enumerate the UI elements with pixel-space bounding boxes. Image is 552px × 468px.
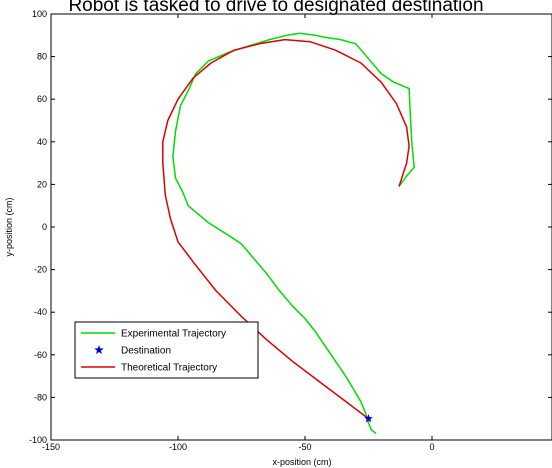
y-axis-label: y-position (cm) bbox=[4, 197, 14, 256]
destination-marker bbox=[364, 413, 373, 423]
y-tick-label: 40 bbox=[37, 137, 47, 147]
x-axis-label: x-position (cm) bbox=[272, 457, 331, 467]
y-tick-label: 0 bbox=[42, 222, 47, 232]
legend-theoretical-trajectory-label: Theoretical Trajectory bbox=[121, 363, 217, 374]
legend-destination-label: Destination bbox=[121, 346, 171, 357]
legend-experimental-trajectory-label: Experimental Trajectory bbox=[121, 329, 226, 340]
x-tick-label: 0 bbox=[429, 442, 434, 452]
y-tick-label: -60 bbox=[34, 350, 47, 360]
legend-box bbox=[74, 321, 259, 379]
x-tick-label: -100 bbox=[169, 442, 187, 452]
experimental-trajectory-line bbox=[172, 32, 415, 435]
y-tick-label: 60 bbox=[37, 94, 47, 104]
y-tick-label: -100 bbox=[29, 435, 47, 445]
legend-destination-symbol bbox=[94, 345, 104, 354]
legend: Experimental Trajectory Destination Theore… bbox=[74, 321, 259, 379]
x-tick-label: -150 bbox=[42, 442, 60, 452]
y-tick-label: 80 bbox=[37, 52, 47, 62]
y-tick-label: 20 bbox=[37, 179, 47, 189]
y-tick-label: -80 bbox=[34, 392, 47, 402]
chart-title: Robot is tasked to drive to designated d… bbox=[68, 0, 484, 16]
x-tick-label: -50 bbox=[298, 442, 311, 452]
y-tick-label: 100 bbox=[32, 9, 47, 19]
y-tick-label: -20 bbox=[34, 265, 47, 275]
y-tick-label: -40 bbox=[34, 307, 47, 317]
